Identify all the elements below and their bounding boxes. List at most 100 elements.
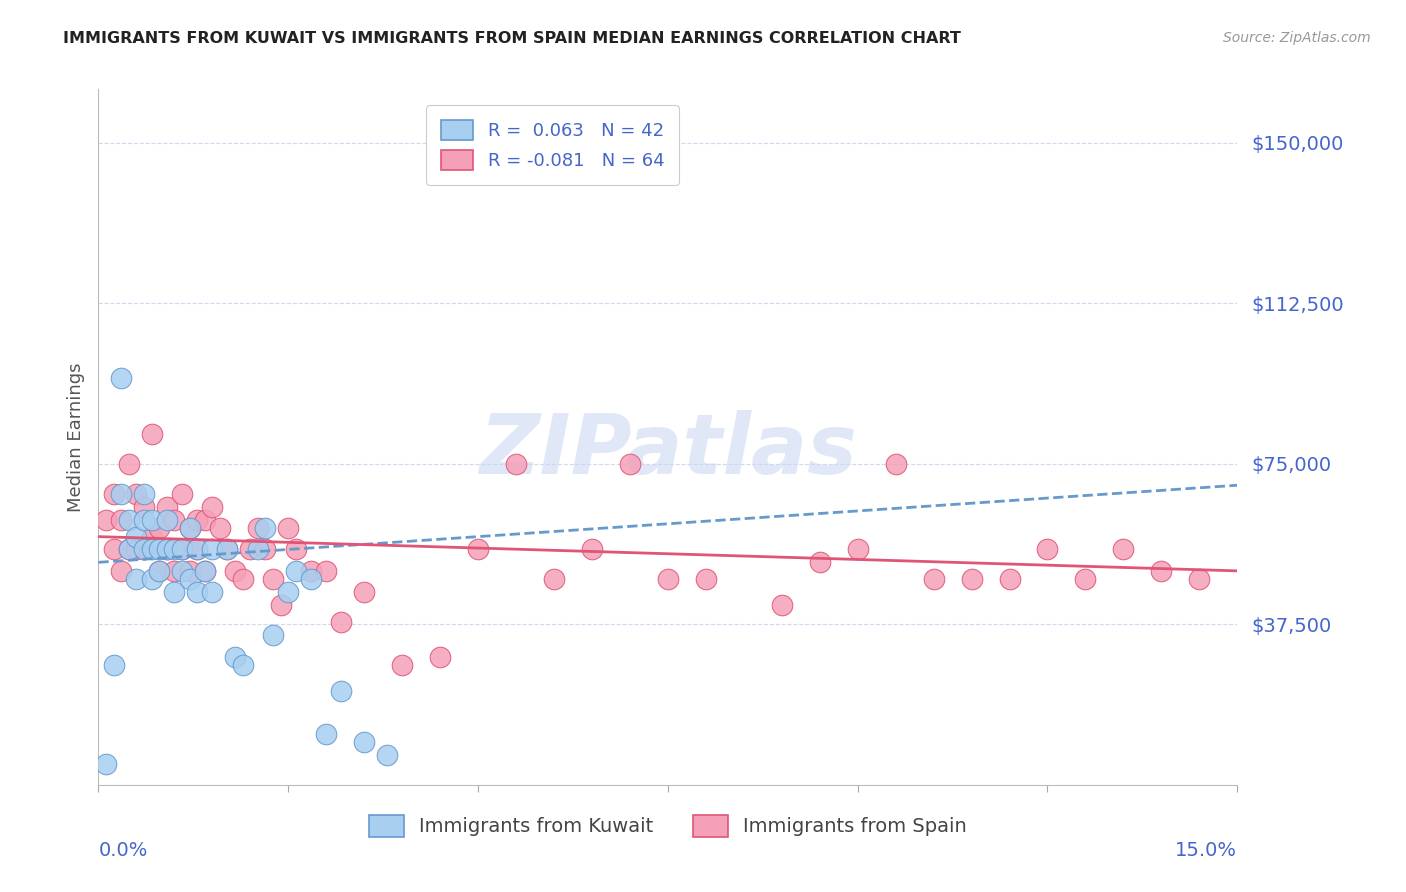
Point xyxy=(186,585,208,599)
Point xyxy=(103,542,125,557)
Point xyxy=(186,542,208,557)
Point xyxy=(315,564,337,578)
Point xyxy=(581,542,603,557)
Point xyxy=(232,658,254,673)
Point xyxy=(179,573,201,587)
Point xyxy=(254,521,277,535)
Point xyxy=(125,487,148,501)
Point xyxy=(353,735,375,749)
Point xyxy=(846,542,869,557)
Text: 15.0%: 15.0% xyxy=(1175,840,1237,860)
Point xyxy=(299,573,322,587)
Point xyxy=(125,542,148,557)
Point xyxy=(998,573,1021,587)
Point xyxy=(277,521,299,535)
Point xyxy=(315,726,337,740)
Point xyxy=(163,542,186,557)
Point xyxy=(179,564,201,578)
Point xyxy=(156,542,179,557)
Point xyxy=(141,573,163,587)
Point xyxy=(148,521,170,535)
Point xyxy=(132,512,155,526)
Point xyxy=(170,564,193,578)
Point xyxy=(163,512,186,526)
Point xyxy=(170,542,193,557)
Point xyxy=(170,487,193,501)
Point xyxy=(277,585,299,599)
Point xyxy=(132,487,155,501)
Point xyxy=(1074,573,1097,587)
Point xyxy=(132,500,155,514)
Point xyxy=(232,573,254,587)
Point xyxy=(125,573,148,587)
Point xyxy=(353,585,375,599)
Point xyxy=(118,457,141,471)
Point xyxy=(208,521,231,535)
Point xyxy=(391,658,413,673)
Point xyxy=(217,542,239,557)
Point xyxy=(110,487,132,501)
Point xyxy=(156,500,179,514)
Point xyxy=(94,512,117,526)
Point xyxy=(246,542,269,557)
Point xyxy=(148,564,170,578)
Point xyxy=(141,530,163,544)
Point xyxy=(224,564,246,578)
Point xyxy=(239,542,262,557)
Text: Source: ZipAtlas.com: Source: ZipAtlas.com xyxy=(1223,31,1371,45)
Point xyxy=(1150,564,1173,578)
Point xyxy=(1188,573,1211,587)
Point xyxy=(103,487,125,501)
Point xyxy=(262,628,284,642)
Point xyxy=(201,585,224,599)
Point xyxy=(163,585,186,599)
Point xyxy=(156,512,179,526)
Point xyxy=(194,564,217,578)
Point xyxy=(110,512,132,526)
Point xyxy=(505,457,527,471)
Text: 0.0%: 0.0% xyxy=(98,840,148,860)
Point xyxy=(884,457,907,471)
Point xyxy=(224,649,246,664)
Point xyxy=(148,542,170,557)
Point xyxy=(103,658,125,673)
Point xyxy=(270,598,292,612)
Point xyxy=(148,564,170,578)
Point xyxy=(94,756,117,771)
Point xyxy=(194,512,217,526)
Point xyxy=(141,512,163,526)
Point xyxy=(246,521,269,535)
Legend: Immigrants from Kuwait, Immigrants from Spain: Immigrants from Kuwait, Immigrants from … xyxy=(361,806,974,845)
Point xyxy=(262,573,284,587)
Point xyxy=(110,564,132,578)
Point xyxy=(132,542,155,557)
Point xyxy=(429,649,451,664)
Point xyxy=(118,542,141,557)
Point xyxy=(1112,542,1135,557)
Point xyxy=(1036,542,1059,557)
Point xyxy=(201,500,224,514)
Point xyxy=(186,512,208,526)
Point xyxy=(118,542,141,557)
Point xyxy=(186,542,208,557)
Point xyxy=(922,573,945,587)
Point xyxy=(132,542,155,557)
Point xyxy=(163,564,186,578)
Point xyxy=(194,564,217,578)
Point xyxy=(141,426,163,441)
Point xyxy=(141,542,163,557)
Point xyxy=(467,542,489,557)
Point xyxy=(201,542,224,557)
Point xyxy=(657,573,679,587)
Point xyxy=(375,747,398,762)
Text: ZIPatlas: ZIPatlas xyxy=(479,410,856,491)
Point xyxy=(284,542,307,557)
Point xyxy=(110,371,132,385)
Point xyxy=(170,542,193,557)
Point xyxy=(118,512,141,526)
Point xyxy=(960,573,983,587)
Point xyxy=(254,542,277,557)
Point xyxy=(179,521,201,535)
Point xyxy=(179,521,201,535)
Point xyxy=(156,542,179,557)
